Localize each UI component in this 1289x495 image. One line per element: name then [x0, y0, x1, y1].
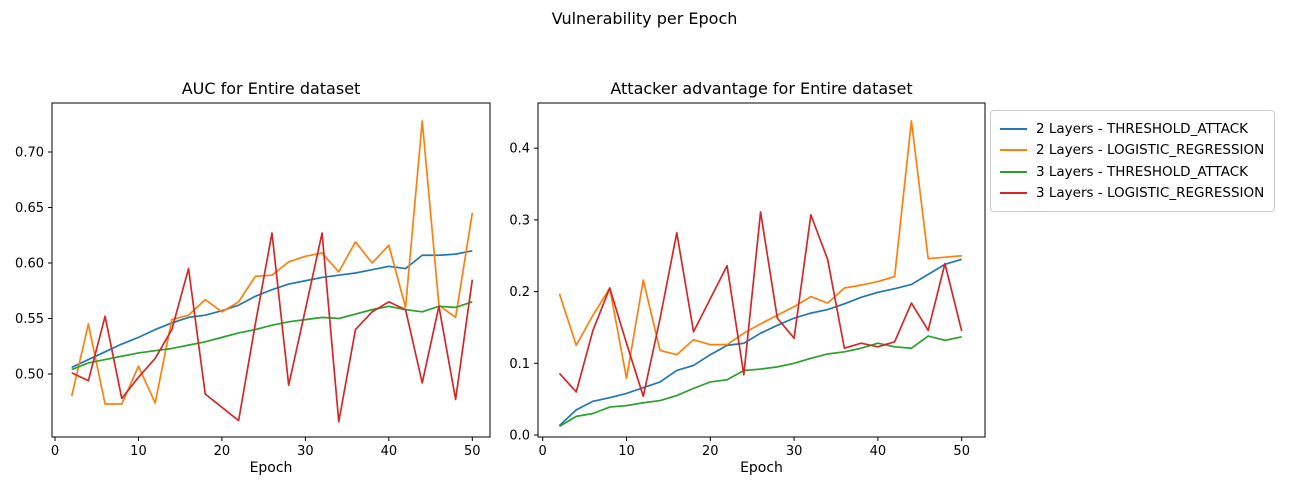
series-line [558, 120, 962, 380]
x-tick-label: 10 [618, 444, 635, 459]
legend-item: 2 Layers - THRESHOLD_ATTACK [1000, 118, 1264, 140]
left-chart-xlabel: Epoch [249, 460, 293, 476]
y-tick-label: 0.50 [15, 367, 44, 382]
x-tick-label: 0 [51, 444, 59, 459]
x-tick-label: 30 [786, 444, 803, 459]
legend-item-label: 3 Layers - LOGISTIC_REGRESSION [1036, 185, 1265, 202]
axes-box-0 [51, 102, 491, 438]
legend-line-swatch [1000, 170, 1027, 173]
legend-item-label: 2 Layers - LOGISTIC_REGRESSION [1036, 142, 1265, 159]
right-chart-title: Attacker advantage for Entire dataset [610, 79, 913, 98]
series-line [559, 335, 962, 428]
figure-title: Vulnerability per Epoch [551, 9, 738, 28]
y-tick-label: 0.55 [15, 312, 44, 327]
series-line [558, 258, 962, 427]
legend-line-swatch [1000, 127, 1027, 130]
x-tick-label: 50 [464, 444, 481, 459]
legend-line-swatch [1000, 192, 1027, 195]
legend-item-label: 2 Layers - THRESHOLD_ATTACK [1036, 120, 1248, 137]
y-tick-label: 0.4 [509, 142, 530, 157]
x-tick-label: 20 [702, 444, 719, 459]
y-tick-label: 0.0 [509, 428, 530, 443]
axes-box-1 [537, 102, 986, 438]
x-tick-label: 30 [297, 444, 314, 459]
series-line [558, 211, 963, 398]
series-line [71, 232, 474, 423]
legend: 2 Layers - THRESHOLD_ATTACK 2 Layers - LO… [990, 110, 1276, 212]
y-tick-label: 0.3 [509, 213, 530, 228]
legend-line-swatch [1000, 149, 1027, 152]
legend-item: 2 Layers - LOGISTIC_REGRESSION [1000, 140, 1264, 162]
x-tick-label: 40 [870, 444, 887, 459]
x-tick-label: 50 [953, 444, 970, 459]
legend-item: 3 Layers - LOGISTIC_REGRESSION [1000, 183, 1264, 205]
y-tick-label: 0.65 [15, 201, 44, 216]
legend-item: 3 Layers - THRESHOLD_ATTACK [1000, 161, 1264, 183]
y-tick-label: 0.2 [509, 285, 530, 300]
y-tick-label: 0.70 [15, 145, 44, 160]
left-chart-title: AUC for Entire dataset [181, 79, 361, 98]
series-line [70, 120, 474, 405]
y-tick-label: 0.60 [15, 256, 44, 271]
series-line [71, 249, 473, 369]
x-tick-label: 0 [539, 444, 547, 459]
x-tick-label: 20 [214, 444, 231, 459]
x-tick-label: 10 [130, 444, 147, 459]
y-tick-label: 0.1 [509, 357, 530, 372]
legend-item-label: 3 Layers - THRESHOLD_ATTACK [1036, 163, 1248, 180]
right-chart-xlabel: Epoch [740, 460, 783, 476]
x-tick-label: 40 [381, 444, 398, 459]
